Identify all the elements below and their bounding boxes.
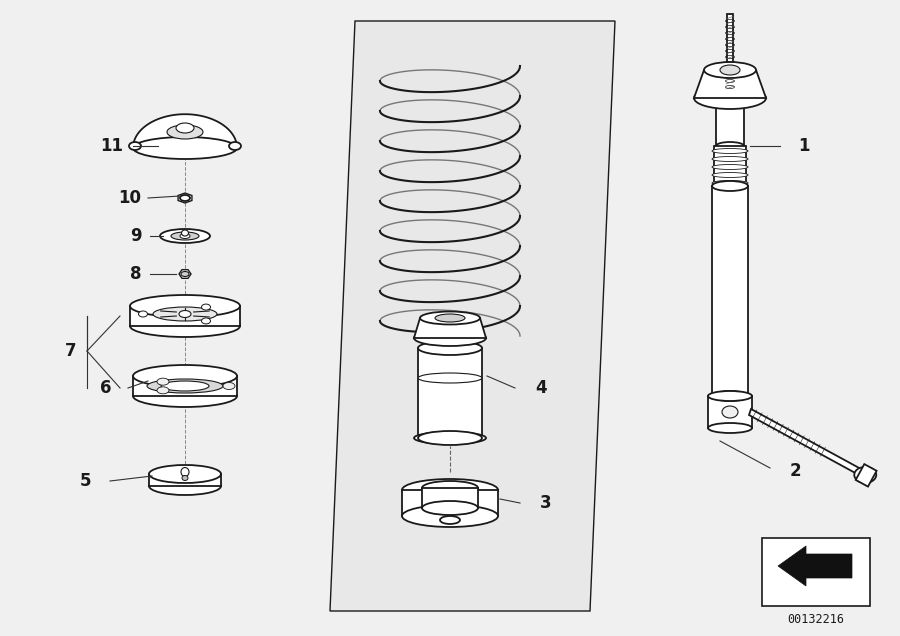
Ellipse shape — [854, 467, 877, 483]
Text: 00132216: 00132216 — [788, 613, 844, 626]
Ellipse shape — [171, 232, 199, 240]
Polygon shape — [856, 464, 877, 487]
Ellipse shape — [161, 381, 209, 391]
Polygon shape — [712, 186, 748, 396]
Ellipse shape — [712, 156, 748, 162]
Ellipse shape — [708, 423, 752, 433]
Polygon shape — [749, 409, 861, 475]
Ellipse shape — [147, 379, 223, 393]
Text: 10: 10 — [118, 189, 141, 207]
Ellipse shape — [160, 229, 210, 243]
Polygon shape — [727, 14, 733, 91]
Text: 4: 4 — [535, 379, 546, 397]
Ellipse shape — [133, 137, 237, 159]
Ellipse shape — [414, 432, 486, 444]
Ellipse shape — [229, 142, 241, 150]
Text: 9: 9 — [130, 227, 141, 245]
Ellipse shape — [712, 391, 748, 401]
Ellipse shape — [181, 272, 189, 277]
Ellipse shape — [716, 142, 744, 150]
Ellipse shape — [418, 341, 482, 355]
Ellipse shape — [133, 385, 237, 407]
Polygon shape — [778, 546, 852, 586]
Ellipse shape — [182, 230, 188, 236]
Ellipse shape — [440, 516, 460, 524]
Ellipse shape — [435, 314, 465, 322]
Ellipse shape — [180, 195, 190, 201]
Ellipse shape — [704, 62, 756, 78]
Ellipse shape — [712, 181, 748, 186]
Ellipse shape — [402, 479, 498, 501]
Polygon shape — [178, 193, 192, 203]
Ellipse shape — [139, 311, 148, 317]
Ellipse shape — [722, 406, 738, 418]
Polygon shape — [418, 348, 482, 438]
Bar — [762, 538, 870, 606]
Polygon shape — [716, 98, 744, 146]
Ellipse shape — [149, 477, 221, 495]
Ellipse shape — [712, 165, 748, 170]
Ellipse shape — [402, 505, 498, 527]
Polygon shape — [422, 488, 478, 508]
Text: 5: 5 — [80, 472, 92, 490]
Ellipse shape — [181, 467, 189, 476]
Ellipse shape — [133, 365, 237, 387]
Ellipse shape — [708, 391, 752, 401]
Ellipse shape — [179, 310, 191, 317]
Ellipse shape — [720, 65, 740, 75]
Polygon shape — [179, 270, 191, 279]
Ellipse shape — [418, 431, 482, 445]
Text: 3: 3 — [540, 494, 552, 512]
Ellipse shape — [422, 481, 478, 495]
Ellipse shape — [176, 123, 194, 133]
Ellipse shape — [157, 378, 169, 385]
Ellipse shape — [167, 125, 203, 139]
Polygon shape — [133, 376, 237, 396]
Ellipse shape — [180, 233, 190, 238]
Ellipse shape — [712, 181, 748, 191]
Ellipse shape — [130, 295, 240, 317]
Ellipse shape — [157, 387, 169, 394]
Polygon shape — [130, 306, 240, 326]
Polygon shape — [330, 21, 615, 611]
Ellipse shape — [202, 304, 211, 310]
Text: 7: 7 — [65, 342, 76, 360]
Ellipse shape — [422, 501, 478, 515]
Polygon shape — [694, 70, 766, 98]
Ellipse shape — [223, 382, 235, 389]
Ellipse shape — [182, 476, 188, 481]
Ellipse shape — [418, 373, 482, 383]
Ellipse shape — [420, 312, 480, 324]
Polygon shape — [714, 146, 746, 186]
Polygon shape — [708, 396, 752, 428]
Text: 1: 1 — [798, 137, 809, 155]
Text: 11: 11 — [100, 137, 123, 155]
Text: 6: 6 — [100, 379, 112, 397]
Polygon shape — [414, 318, 486, 338]
Ellipse shape — [130, 315, 240, 337]
Ellipse shape — [129, 142, 141, 150]
Ellipse shape — [712, 172, 748, 177]
Ellipse shape — [694, 87, 766, 109]
Polygon shape — [149, 474, 221, 486]
Ellipse shape — [712, 148, 748, 153]
Text: 2: 2 — [790, 462, 802, 480]
Ellipse shape — [414, 330, 486, 346]
Polygon shape — [402, 490, 498, 516]
Text: 8: 8 — [130, 265, 141, 283]
Polygon shape — [133, 114, 237, 148]
Ellipse shape — [153, 307, 217, 321]
Ellipse shape — [149, 465, 221, 483]
Ellipse shape — [202, 318, 211, 324]
